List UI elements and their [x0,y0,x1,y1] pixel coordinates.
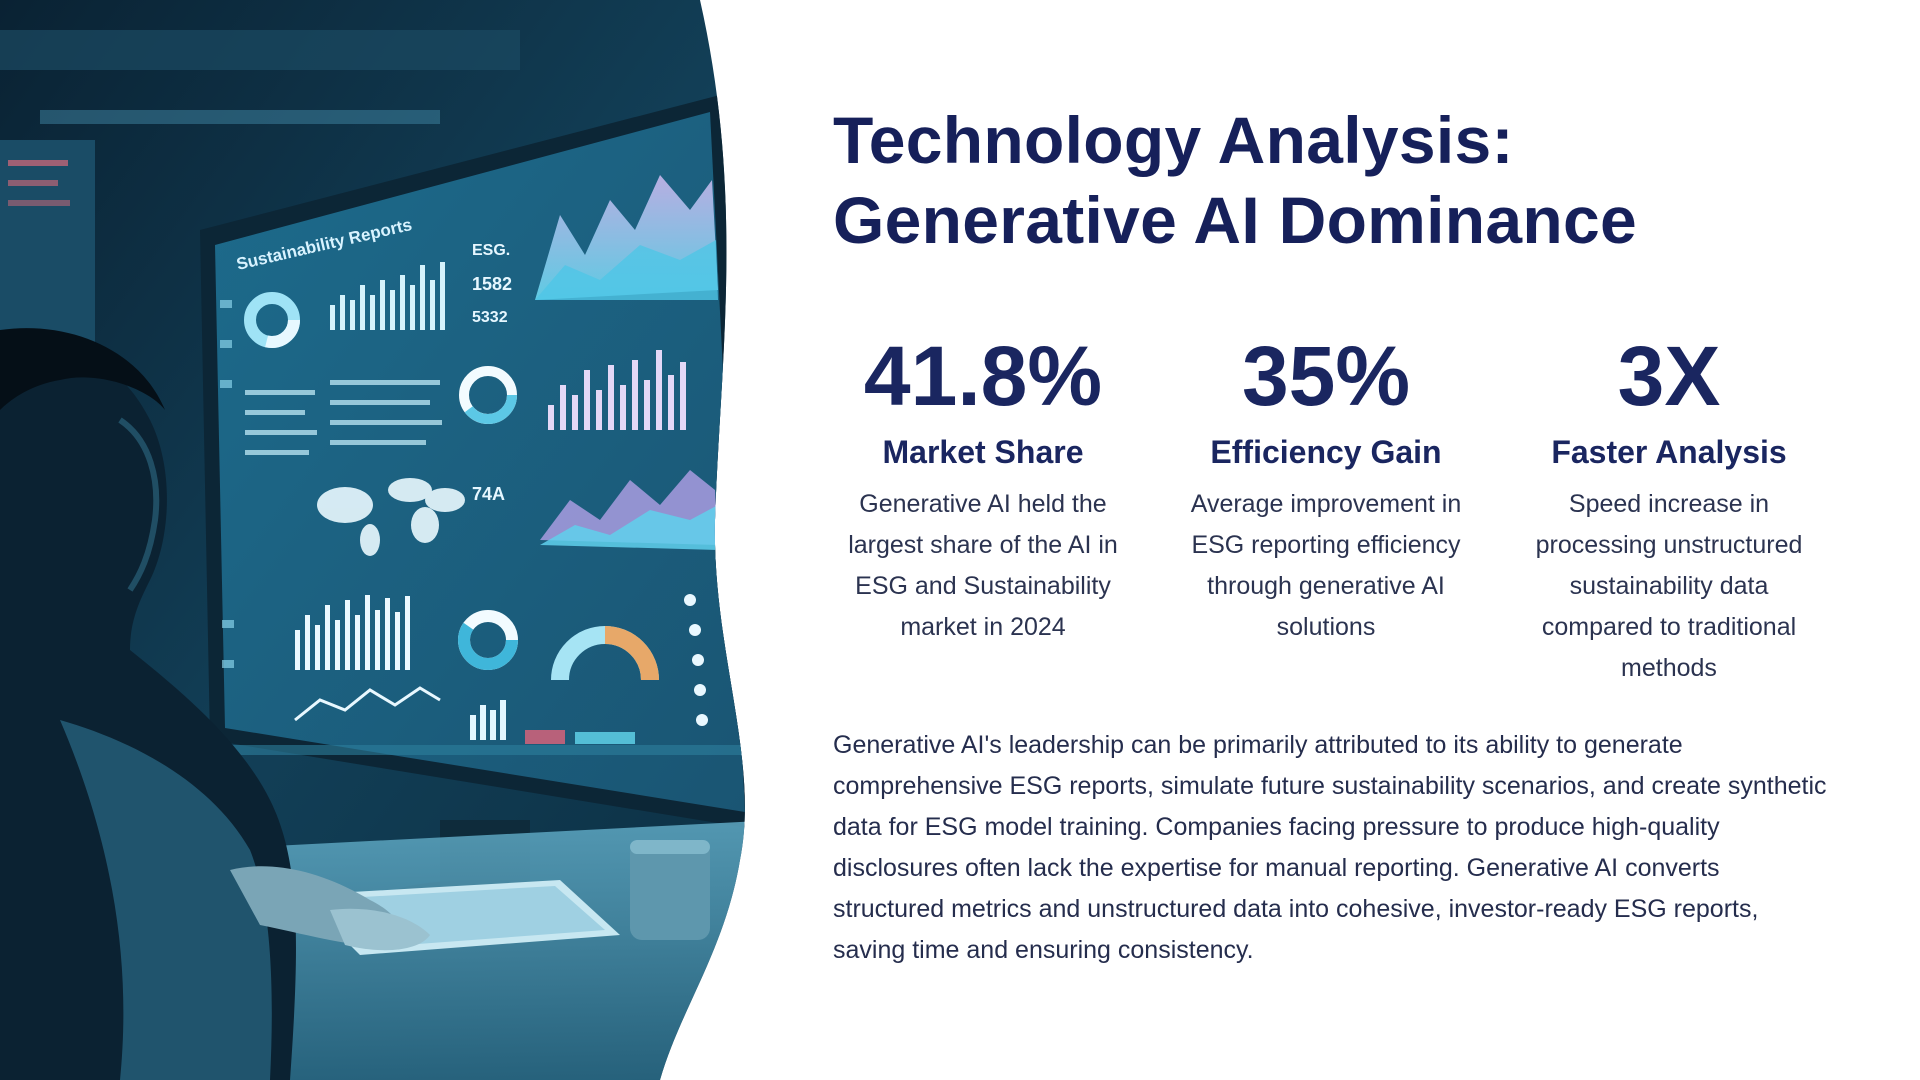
stat-value: 41.8% [863,329,1103,423]
stats-row: 41.8% Market Share Generative AI held th… [833,328,1873,708]
summary-paragraph: Generative AI's leadership can be primar… [833,731,1827,964]
stat-label: Faster Analysis [1551,434,1787,470]
stat-market-share: 41.8% Market Share Generative AI held th… [833,328,1133,648]
svg-text:ESG.: ESG. [472,242,510,259]
stat-description: Average improvement in ESG reporting eff… [1190,490,1462,641]
title-line-1: Technology Analysis: [833,103,1514,177]
stat-efficiency-gain: 35% Efficiency Gain Average improvement … [1176,328,1476,648]
stat-faster-analysis: 3X Faster Analysis Speed increase in pro… [1519,328,1819,689]
stat-label: Market Share [882,434,1084,470]
svg-text:5332: 5332 [472,309,508,326]
title-line-2: Generative AI Dominance [833,183,1638,257]
stat-description: Generative AI held the largest share of … [848,490,1118,641]
stat-value: 3X [1617,329,1721,423]
slide-title: Technology Analysis: Generative AI Domin… [833,100,1833,260]
content-panel: Technology Analysis: Generative AI Domin… [833,100,1833,964]
analyst-photo-illustration: Sustainability Reports [0,0,745,1080]
stat-description: Speed increase in processing unstructure… [1535,490,1803,682]
svg-text:74A: 74A [472,484,505,504]
hero-photo: Sustainability Reports [0,0,780,1080]
stat-value: 35% [1241,329,1411,423]
stat-label: Efficiency Gain [1210,434,1442,470]
svg-text:1582: 1582 [472,274,512,294]
